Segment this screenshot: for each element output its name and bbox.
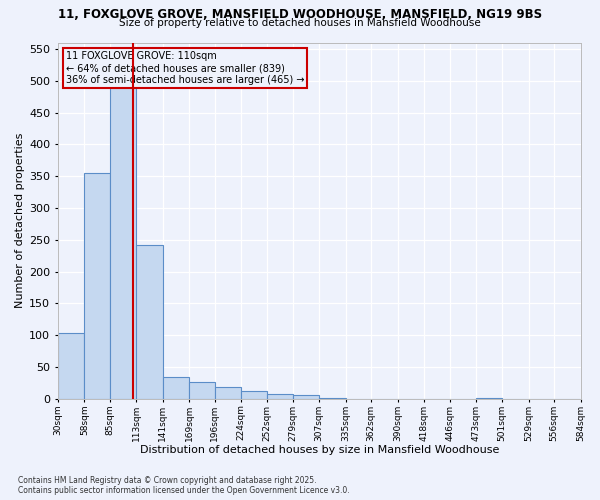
Bar	[85, 173, 110, 399]
Bar	[189, 382, 215, 399]
Bar	[293, 395, 319, 399]
Bar	[163, 376, 189, 399]
Bar	[136, 245, 163, 399]
Bar	[110, 80, 136, 399]
Text: Size of property relative to detached houses in Mansfield Woodhouse: Size of property relative to detached ho…	[119, 18, 481, 28]
Bar	[476, 398, 502, 399]
Bar	[319, 398, 346, 399]
Y-axis label: Number of detached properties: Number of detached properties	[15, 133, 25, 308]
Bar	[58, 334, 85, 399]
X-axis label: Distribution of detached houses by size in Mansfield Woodhouse: Distribution of detached houses by size …	[140, 445, 499, 455]
Text: 11, FOXGLOVE GROVE, MANSFIELD WOODHOUSE, MANSFIELD, NG19 9BS: 11, FOXGLOVE GROVE, MANSFIELD WOODHOUSE,…	[58, 8, 542, 20]
Bar	[215, 388, 241, 399]
Bar	[241, 392, 268, 399]
Text: 11 FOXGLOVE GROVE: 110sqm
← 64% of detached houses are smaller (839)
36% of semi: 11 FOXGLOVE GROVE: 110sqm ← 64% of detac…	[66, 52, 304, 84]
Text: Contains HM Land Registry data © Crown copyright and database right 2025.
Contai: Contains HM Land Registry data © Crown c…	[18, 476, 350, 495]
Bar	[268, 394, 293, 399]
